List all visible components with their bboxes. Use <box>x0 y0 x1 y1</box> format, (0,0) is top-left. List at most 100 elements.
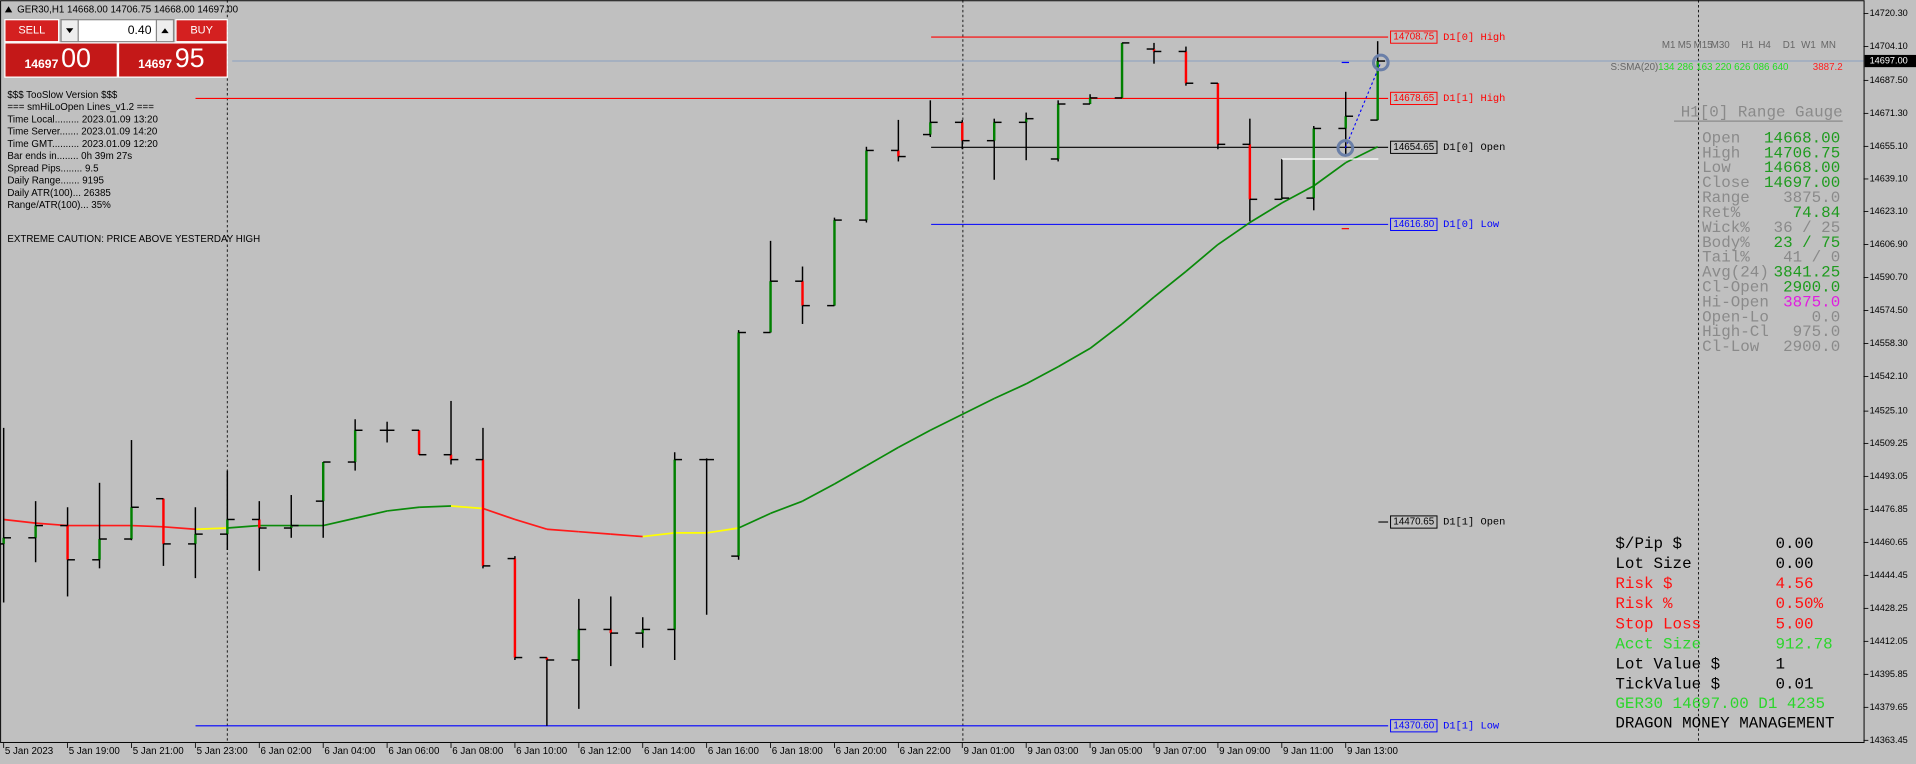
mm-label: $/Pip $ <box>1615 535 1682 553</box>
mm-label: Lot Size <box>1615 555 1691 573</box>
gauge-value: 3841.25 <box>1774 264 1841 282</box>
sma-segment <box>1217 221 1251 246</box>
sma-segment <box>1185 243 1219 273</box>
sma-segment <box>131 524 164 528</box>
mm-label: Risk % <box>1615 595 1673 613</box>
gauge-label: Hi-Open <box>1702 293 1769 311</box>
x-tick-label: 9 Jan 05:00 <box>1091 746 1143 757</box>
gauge-label: Range <box>1702 189 1750 207</box>
gauge-value: 3875.0 <box>1783 293 1840 311</box>
sma-segment <box>834 464 867 485</box>
sma-segment <box>1249 202 1283 224</box>
sell-label: SELL <box>18 25 45 37</box>
sma-segment <box>546 528 579 533</box>
gauge-value: 14668.00 <box>1764 129 1840 147</box>
level-name: D1[0] Open <box>1443 142 1505 154</box>
timeframe-button[interactable]: D1 <box>1783 40 1795 51</box>
timeframe-button[interactable]: M1 <box>1662 40 1676 51</box>
gauge-label: Body% <box>1702 234 1750 252</box>
info-line: === smHiLoOpen Lines_v1.2 === <box>7 102 154 113</box>
gauge-value: 14706.75 <box>1764 144 1840 162</box>
sma-segment <box>1121 296 1155 325</box>
timeframe-button[interactable]: M15 <box>1694 40 1714 51</box>
y-tick-label: 14558.30 <box>1870 338 1908 348</box>
trade-panel: SELL 0.40 BUY 14697 00 14697 95 <box>4 19 228 78</box>
sma-legend-last: 3887.2 <box>1813 62 1843 73</box>
mm-value: 5.00 <box>1775 615 1813 633</box>
info-line: Time GMT.......... 2023.01.09 12:20 <box>7 139 158 150</box>
x-tick-label: 6 Jan 18:00 <box>772 746 824 757</box>
mm-status: GER30 14697.00 D1 4235 <box>1615 695 1825 713</box>
y-tick-label: 14704.10 <box>1870 41 1908 51</box>
x-tick-label: 9 Jan 01:00 <box>963 746 1015 757</box>
bid-box[interactable] <box>4 42 118 78</box>
y-tick-label: 14542.10 <box>1870 371 1908 381</box>
sma-segment <box>1089 323 1123 350</box>
sma-segment <box>387 506 420 512</box>
sma-segment <box>706 527 739 534</box>
gauge-value: 14697.00 <box>1764 174 1840 192</box>
sma-segment <box>450 505 484 510</box>
sma-segment <box>227 524 260 529</box>
ask-pips: 95 <box>175 43 205 73</box>
price-tag <box>1864 54 1916 68</box>
bid-price: 14697 <box>24 57 58 71</box>
y-tick-label: 14687.50 <box>1870 75 1908 85</box>
bid-pips: 00 <box>61 43 91 73</box>
gauge-value: 975.0 <box>1793 323 1841 341</box>
level-name: D1[0] High <box>1443 32 1505 44</box>
y-tick-label: 14509.25 <box>1870 438 1908 448</box>
info-line: Time Server....... 2023.01.09 14:20 <box>7 127 158 138</box>
level-name: D1[1] Low <box>1443 721 1500 733</box>
x-tick-label: 6 Jan 10:00 <box>516 746 568 757</box>
y-tick-label: 14590.70 <box>1870 272 1908 282</box>
info-line: Spread Pips........ 9.5 <box>7 163 99 174</box>
info-line: Range/ATR(100)... 35% <box>7 200 111 211</box>
timeframe-button[interactable]: H4 <box>1758 40 1771 51</box>
timeframe-button[interactable]: M5 <box>1678 40 1692 51</box>
mm-value: 0.01 <box>1775 675 1813 693</box>
sma-segment <box>1313 161 1347 187</box>
lot-value: 0.40 <box>128 23 152 37</box>
level-box <box>1390 217 1438 231</box>
gauge-label: Open <box>1702 129 1740 147</box>
y-tick-label: 14671.30 <box>1870 108 1908 118</box>
trend-line <box>1344 62 1382 149</box>
level-name: D1[1] High <box>1443 93 1505 105</box>
gauge-value: 23 / 75 <box>1774 234 1841 252</box>
timeframe-button[interactable]: M30 <box>1711 40 1731 51</box>
sma-segment <box>482 507 516 521</box>
level-price: 14654.65 <box>1393 142 1434 153</box>
warning: EXTREME CAUTION: PRICE ABOVE YESTERDAY H… <box>7 234 260 245</box>
mm-footer: DRAGON MONEY MANAGEMENT <box>1615 715 1834 733</box>
gauge-value: 36 / 25 <box>1774 219 1841 237</box>
buy-button[interactable] <box>175 19 228 43</box>
timeframe-button[interactable]: MN <box>1821 40 1836 51</box>
collapse-icon[interactable] <box>4 6 13 13</box>
plot: 14708.75 D1[0] High 14678.65 D1[1] High 1465… <box>0 30 1864 733</box>
gauge-label: Avg(24) <box>1702 264 1769 282</box>
timeframe-button[interactable]: W1 <box>1801 40 1816 51</box>
timeframe-button[interactable]: H1 <box>1741 40 1753 51</box>
x-tick-label: 9 Jan 03:00 <box>1027 746 1079 757</box>
x-tick-label: 5 Jan 21:00 <box>133 746 185 757</box>
sma-segment <box>1345 146 1379 164</box>
sell-button[interactable] <box>4 19 60 43</box>
level-price: 14370.60 <box>1393 720 1434 731</box>
gauge-label: Low <box>1702 159 1731 177</box>
gauge-label: Cl-Low <box>1702 338 1760 356</box>
info-line: Time Local......... 2023.01.09 13:20 <box>7 114 158 125</box>
sma-segment <box>802 483 835 502</box>
gauge-label: Wick% <box>1702 219 1750 237</box>
y-tick-label: 14444.45 <box>1870 570 1908 580</box>
y-tick-label: 14606.90 <box>1870 239 1908 249</box>
level-box <box>1390 140 1438 154</box>
gauge-value: 2900.0 <box>1783 278 1840 296</box>
level-name: D1[0] Low <box>1443 219 1500 231</box>
sma-segment <box>610 533 643 538</box>
anchor-point[interactable] <box>1336 139 1355 157</box>
mm-label: Acct Size <box>1615 635 1701 653</box>
ask-box[interactable] <box>117 42 228 78</box>
x-tick-label: 5 Jan 23:00 <box>197 746 249 757</box>
anchor-point[interactable] <box>1371 53 1390 72</box>
